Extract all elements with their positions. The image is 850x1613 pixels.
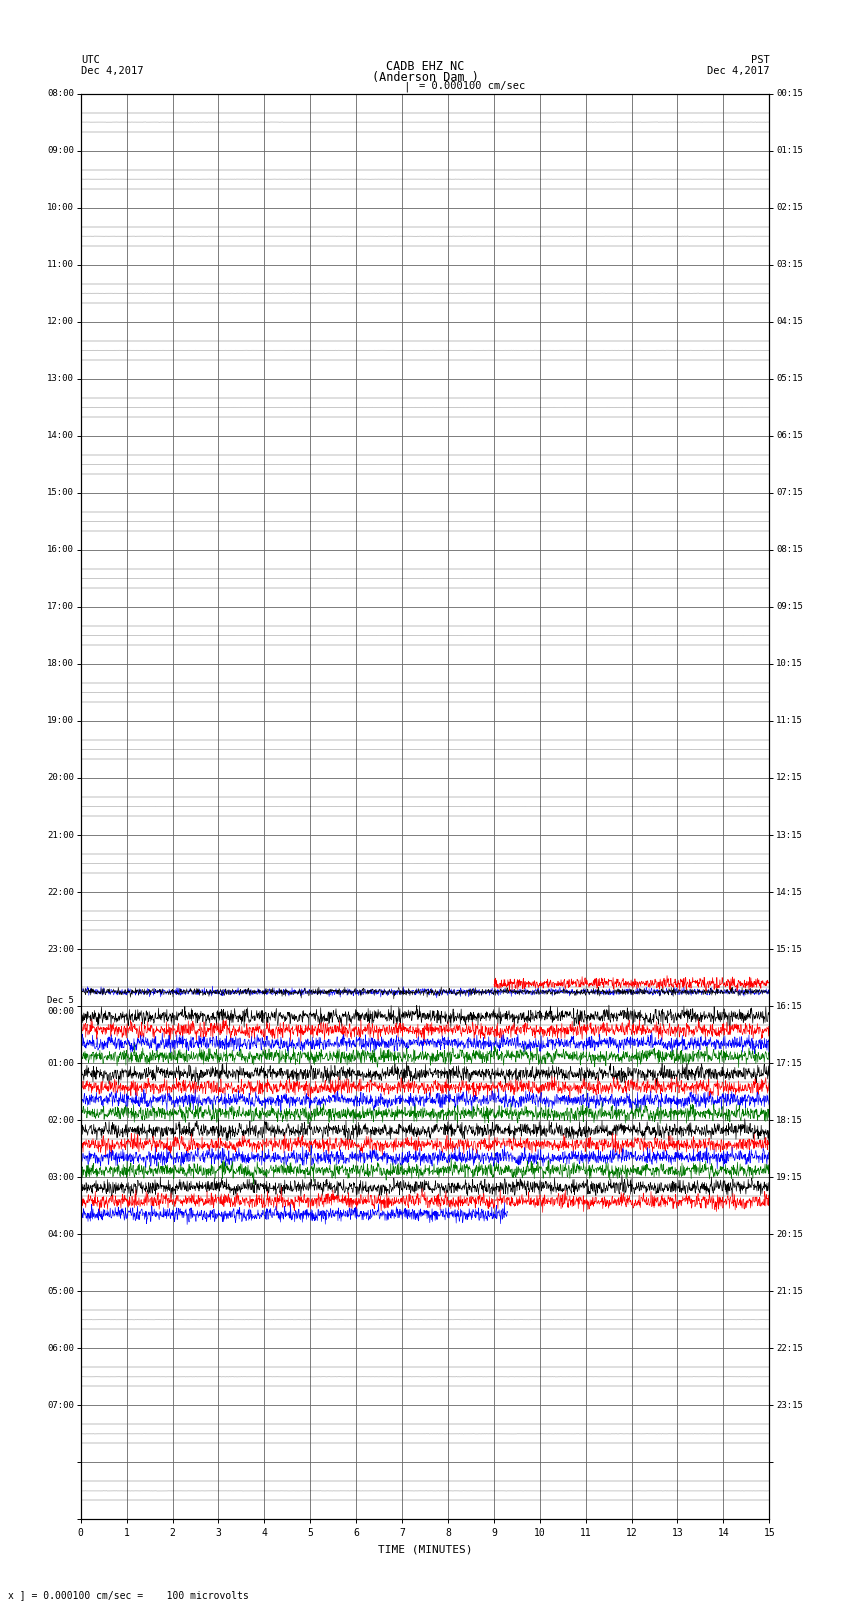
Text: |: | <box>403 82 410 92</box>
Text: = 0.000100 cm/sec: = 0.000100 cm/sec <box>419 82 525 92</box>
Text: Dec 4,2017: Dec 4,2017 <box>81 66 144 76</box>
X-axis label: TIME (MINUTES): TIME (MINUTES) <box>377 1544 473 1553</box>
Text: PST: PST <box>751 55 769 65</box>
Text: x ] = 0.000100 cm/sec =    100 microvolts: x ] = 0.000100 cm/sec = 100 microvolts <box>8 1590 249 1600</box>
Text: Dec 4,2017: Dec 4,2017 <box>706 66 769 76</box>
Text: CADB EHZ NC: CADB EHZ NC <box>386 60 464 73</box>
Text: (Anderson Dam ): (Anderson Dam ) <box>371 71 479 84</box>
Text: UTC: UTC <box>81 55 99 65</box>
